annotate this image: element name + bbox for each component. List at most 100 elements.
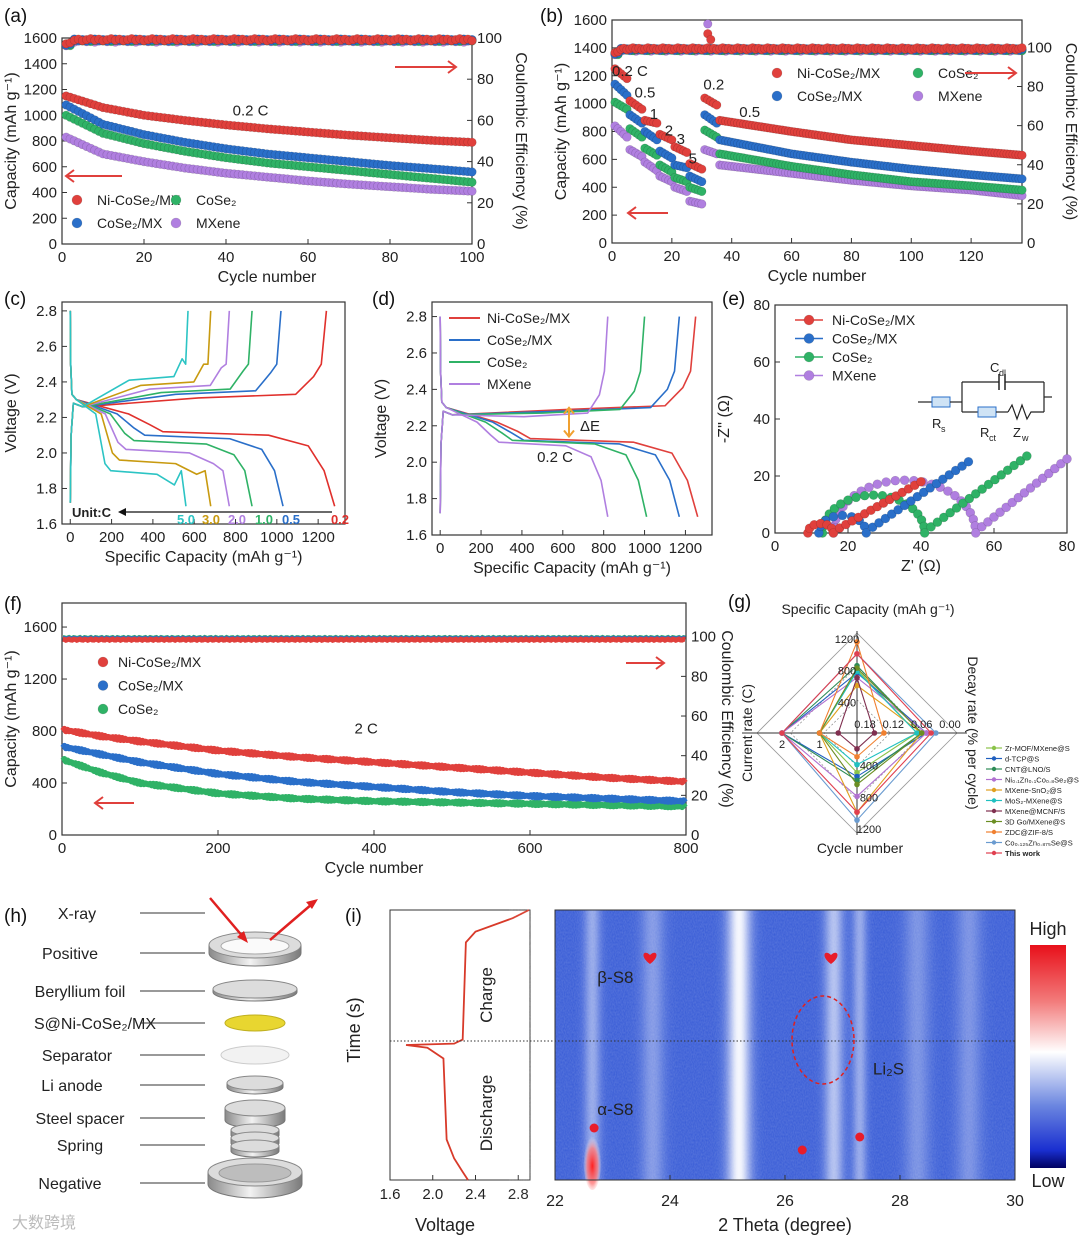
rate-tick-label: 2 <box>779 739 785 751</box>
legend-item: CoSe₂ <box>170 192 236 208</box>
resistor-rs <box>931 396 951 408</box>
theta-tick-label: 24 <box>661 1193 679 1210</box>
x-axis-label: Cycle number <box>768 268 867 285</box>
data-point <box>652 118 662 128</box>
y2-tick-label: 0 <box>1027 235 1035 252</box>
legend-label: MXene@MCNF/S <box>1005 807 1065 816</box>
legend-item: Co₀.₁₂₅Zn₀.₈₇₅Se@S <box>986 839 1073 848</box>
legend-item: MoS₂-MXene@S <box>986 797 1062 806</box>
data-point <box>864 482 874 493</box>
equivalent-circuit-icon <box>918 374 1052 421</box>
x-tick-label: 800 <box>591 540 616 557</box>
y-tick-label: 1.8 <box>406 491 427 508</box>
legend-item: d-TCP@S <box>986 755 1039 764</box>
legend-item: Ni-CoSe₂/MX <box>771 65 881 81</box>
arrow-head <box>118 508 126 516</box>
label-rs-main: R <box>932 416 941 431</box>
coin-cell-icon <box>207 931 303 1199</box>
legend-marker <box>991 756 997 761</box>
data-point <box>868 490 879 500</box>
legend-item: MXene <box>912 88 983 104</box>
y2-tick-label: 0 <box>691 827 699 844</box>
data-point <box>467 137 477 147</box>
rate-label: 5.0 <box>177 512 195 527</box>
label-zw-sub: w <box>1021 433 1029 443</box>
colorbar <box>1030 945 1066 1168</box>
panel-i: 1.6 2.0 2.4 2.8 Voltage Time (s) Charge Dischar… <box>344 909 1067 1235</box>
y-tick-label: 2.2 <box>406 418 427 435</box>
legend-label: CoSe₂ <box>487 354 527 370</box>
data-point <box>1022 451 1032 461</box>
data-point <box>851 492 861 503</box>
data-point <box>803 333 815 344</box>
panel-g: 400 800 1200 400 800 1200 0.18 0.12 0.06 0.00 1 2 Sp… <box>739 601 1079 858</box>
x-tick-label: 40 <box>218 249 235 266</box>
ce-series <box>62 636 686 644</box>
y-tick-label: 2.0 <box>36 445 57 462</box>
y2-tick-label: 100 <box>1027 39 1052 56</box>
y-tick-label: 80 <box>753 297 770 314</box>
legend-item: CNT@LNO/S <box>986 765 1051 774</box>
y-tick-label: 800 <box>32 133 57 150</box>
data-point <box>1062 454 1072 464</box>
y2-tick-label: 60 <box>691 708 708 725</box>
radar-point <box>779 730 785 736</box>
y-tick-label: 2.4 <box>36 374 57 391</box>
arrow-head <box>447 60 458 74</box>
legend-item: Ni₀.₁Zn₀.₁Co₀.₈Se₂@S <box>986 776 1079 785</box>
data-point <box>890 475 901 486</box>
legend-item: CoSe₂/MX <box>795 331 898 347</box>
spring-coil-top <box>230 1139 280 1153</box>
y2-tick-label: 20 <box>1027 196 1044 213</box>
layer-label: Steel spacer <box>36 1111 126 1128</box>
rate-label: 2 <box>665 123 673 140</box>
rate-label: 0.2 C <box>612 63 648 80</box>
x-tick-label: 1200 <box>669 540 702 557</box>
voltage-axis-label: Voltage <box>415 1215 475 1235</box>
discharge-label: Discharge <box>477 1075 496 1152</box>
theta-tick-label: 26 <box>776 1193 794 1210</box>
y-tick-label: 1000 <box>24 107 57 124</box>
watermark-logo: 大数跨境 <box>12 1213 76 1232</box>
data-point <box>916 476 926 487</box>
y2-tick-label: 40 <box>691 748 708 765</box>
warburg-element <box>1007 403 1044 421</box>
data-point <box>912 90 924 102</box>
peak-dot <box>797 1145 807 1155</box>
legend-item: MXene@MCNF/S <box>986 807 1065 816</box>
peak-label: β-S8 <box>597 968 633 987</box>
y-tick-label: 2.6 <box>36 338 57 355</box>
legend-label: Ni-CoSe₂/MX <box>797 65 881 81</box>
legend-label: Ni-CoSe₂/MX <box>832 312 916 328</box>
x-tick-label: 0 <box>771 538 779 555</box>
time-axis-label: Time (s) <box>344 997 364 1062</box>
y-axis-label: Voltage (V) <box>373 379 390 458</box>
rate-label: 3 <box>677 131 685 148</box>
y2-tick-label: 20 <box>691 787 708 804</box>
label-rct-main: R <box>980 425 989 440</box>
y-tick-label: 0 <box>599 235 607 252</box>
x-tick-label: 0 <box>58 249 66 266</box>
radar-point <box>854 781 860 788</box>
label-cdl-sub: dl <box>999 368 1006 378</box>
y-tick-label: 2.8 <box>36 303 57 320</box>
legend-label: Ni₀.₁Zn₀.₁Co₀.₈Se₂@S <box>1005 776 1079 785</box>
layer-label: Separator <box>42 1048 113 1065</box>
y-tick-label: 2.6 <box>406 345 427 362</box>
data-point <box>899 475 910 486</box>
panel-b: 0 20 40 60 80 100 1200200400600800100012001400… <box>553 12 1079 285</box>
data-point <box>170 194 182 206</box>
legend-marker <box>991 777 997 782</box>
legend-label: MoS₂-MXene@S <box>1005 797 1062 806</box>
radar-axis-title-top: Specific Capacity (mAh g⁻¹) <box>781 601 954 617</box>
data-point <box>803 370 815 381</box>
data-point <box>71 194 83 206</box>
y-tick-label: 1.8 <box>36 480 57 497</box>
x-tick-label: 0 <box>436 540 444 557</box>
x-tick-label: 100 <box>459 249 484 266</box>
arrow-left-icon <box>93 796 134 810</box>
data-point <box>1017 174 1027 184</box>
negative-inner <box>218 1163 292 1183</box>
data-point <box>712 100 722 110</box>
